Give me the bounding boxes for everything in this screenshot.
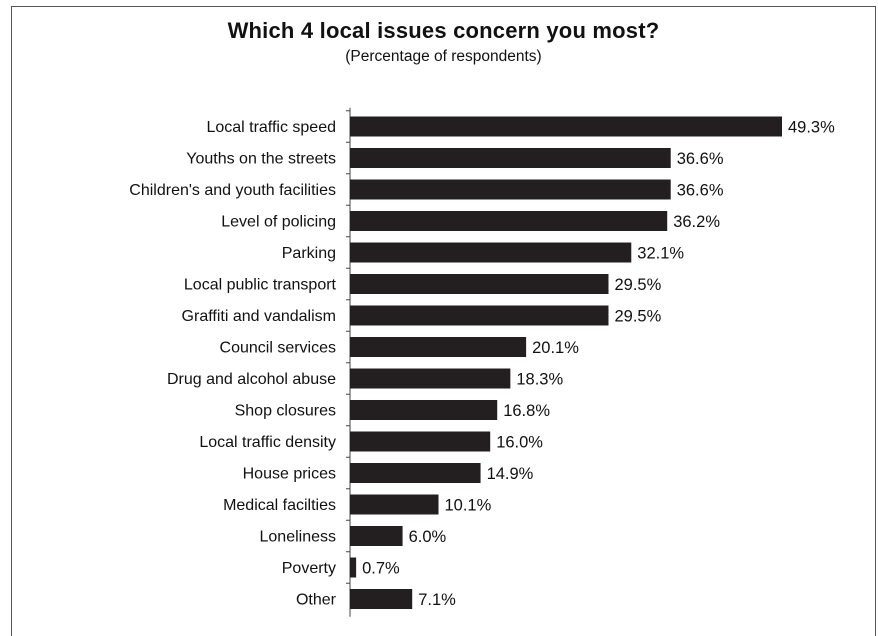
data-label: 10.1% <box>445 497 492 515</box>
bar <box>350 494 439 515</box>
data-label: 16.8% <box>503 402 550 420</box>
data-label: 0.7% <box>362 560 400 578</box>
category-label: Medical facilties <box>223 497 336 514</box>
category-label: Poverty <box>282 560 336 577</box>
category-label: Children's and youth facilities <box>129 182 336 199</box>
category-label: Local traffic density <box>199 434 336 451</box>
data-label: 14.9% <box>487 465 534 483</box>
chart-title: Which 4 local issues concern you most? <box>227 18 660 43</box>
bar <box>350 431 491 452</box>
data-label: 29.5% <box>614 276 661 294</box>
chart-frame <box>11 6 876 636</box>
category-label: Local public transport <box>184 277 337 294</box>
data-label: 6.0% <box>409 528 447 546</box>
category-axis <box>346 107 351 617</box>
bar <box>350 148 671 168</box>
data-label: 36.6% <box>677 182 724 200</box>
category-label: House prices <box>243 466 336 483</box>
bar <box>350 305 609 326</box>
category-label: Local traffic speed <box>206 119 336 136</box>
bar <box>350 274 609 294</box>
data-label: 20.1% <box>532 339 579 357</box>
category-label: Youths on the streets <box>186 151 336 168</box>
bar <box>350 116 782 137</box>
data-label: 29.5% <box>614 308 661 326</box>
category-label: Graffiti and vandalism <box>182 308 336 325</box>
data-label: 32.1% <box>637 245 684 263</box>
category-label: Other <box>296 592 337 609</box>
bars <box>350 116 782 609</box>
bar <box>350 463 481 483</box>
bar <box>350 179 671 200</box>
bar <box>350 242 632 263</box>
bar <box>350 368 511 389</box>
bar <box>350 400 498 420</box>
data-label: 36.6% <box>677 150 724 168</box>
category-label: Drug and alcohol abuse <box>167 371 336 388</box>
labels: Local traffic speed 49.3% Youths on the st… <box>129 119 835 610</box>
bar <box>350 337 527 357</box>
data-label: 7.1% <box>418 591 456 609</box>
chart-subtitle: (Percentage of respondents) <box>345 48 542 65</box>
data-label: 16.0% <box>496 434 543 452</box>
category-label: Parking <box>282 245 336 262</box>
data-label: 36.2% <box>673 213 720 231</box>
bar <box>350 557 357 578</box>
category-label: Level of policing <box>221 214 336 231</box>
bar <box>350 589 413 609</box>
data-label: 18.3% <box>516 371 563 389</box>
bar <box>350 526 403 546</box>
bar <box>350 211 668 231</box>
category-label: Loneliness <box>260 529 337 546</box>
category-label: Council services <box>220 340 336 357</box>
category-label: Shop closures <box>235 403 336 420</box>
data-label: 49.3% <box>788 119 835 137</box>
